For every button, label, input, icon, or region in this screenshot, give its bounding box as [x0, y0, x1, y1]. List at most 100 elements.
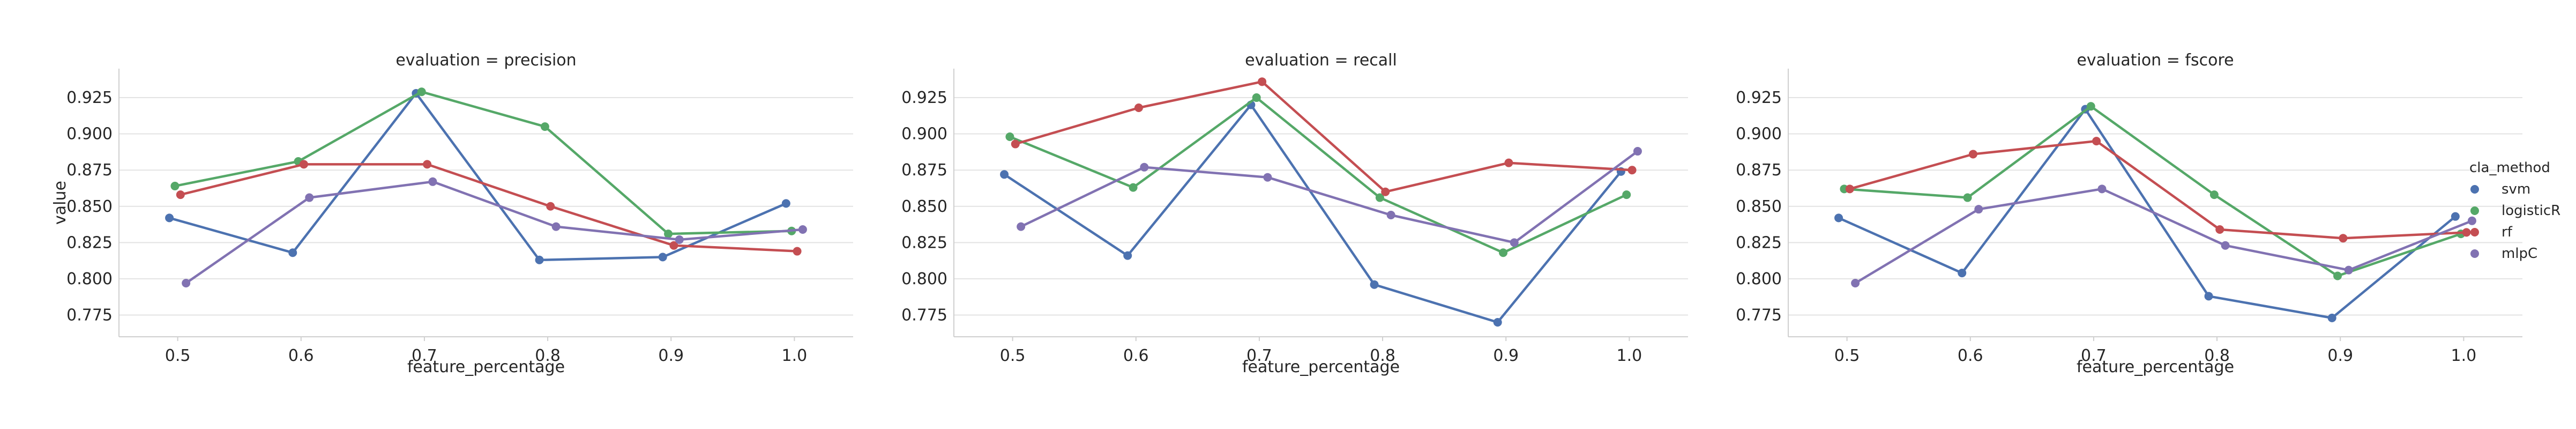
data-point-mlpC [305, 193, 314, 202]
series-line-svm [169, 92, 787, 262]
series-logisticR [1840, 102, 2466, 280]
data-point-logisticR [664, 230, 673, 239]
x-tick-label: 0.9 [1493, 346, 1519, 365]
x-tick-label: 0.7 [2081, 346, 2107, 365]
x-axis-label: feature_percentage [2077, 358, 2234, 376]
x-tick-label: 0.9 [658, 346, 684, 365]
data-point-mlpC [1263, 173, 1272, 182]
legend-marker [2470, 228, 2479, 236]
data-point-logisticR [1005, 132, 1014, 142]
x-tick-label: 0.5 [165, 346, 191, 365]
legend-label: svm [2502, 181, 2530, 197]
series-line-svm [1838, 108, 2456, 320]
panel-title: evaluation = precision [395, 51, 576, 70]
data-point-mlpC [2344, 265, 2353, 275]
legend-label: logisticR [2502, 203, 2560, 219]
legend-marker [2470, 206, 2479, 215]
data-point-svm [1123, 251, 1132, 260]
data-point-mlpC [182, 279, 191, 287]
data-point-rf [1381, 187, 1390, 196]
data-point-svm [781, 199, 790, 208]
series-line-mlpC [1854, 188, 2473, 284]
data-point-mlpC [428, 177, 437, 186]
legend-title: cla_method [2469, 160, 2550, 176]
series-line-logisticR [174, 90, 792, 235]
x-tick-label: 0.9 [2327, 346, 2353, 365]
data-point-mlpC [2097, 184, 2107, 194]
series-line-rf [1015, 80, 1632, 193]
data-point-logisticR [1622, 190, 1631, 199]
data-point-rf [2462, 228, 2471, 237]
series-line-logisticR [1009, 96, 1627, 254]
data-point-rf [1504, 158, 1513, 167]
y-tick-label: 0.825 [901, 233, 947, 252]
y-tick-label: 0.825 [1736, 233, 1782, 252]
x-tick-label: 1.0 [1617, 346, 1642, 365]
y-tick-label: 0.875 [901, 161, 947, 180]
y-tick-label: 0.925 [901, 88, 947, 107]
panel-title: evaluation = fscore [2077, 51, 2234, 70]
legend-item-mlpC: mlpC [2470, 246, 2537, 262]
y-tick-label: 0.900 [901, 125, 947, 144]
y-tick-label: 0.800 [1736, 270, 1782, 289]
data-point-mlpC [1633, 147, 1642, 156]
x-tick-label: 1.0 [2451, 346, 2477, 365]
series-line-rf [180, 163, 797, 253]
series-mlpC [1017, 147, 1642, 247]
series-logisticR [1005, 93, 1631, 257]
data-point-svm [288, 248, 297, 257]
data-point-rf [2092, 137, 2101, 146]
series-mlpC [182, 177, 807, 287]
x-axis-label: feature_percentage [1242, 358, 1400, 376]
series-svm [1834, 105, 2460, 322]
data-point-mlpC [1510, 238, 1519, 247]
x-tick-label: 0.8 [535, 346, 561, 365]
legend-marker [2470, 185, 2479, 194]
data-point-logisticR [1375, 193, 1384, 202]
data-point-mlpC [1386, 210, 1395, 219]
data-point-rf [1258, 77, 1267, 86]
x-tick-label: 0.7 [1246, 346, 1272, 365]
series-rf [1011, 77, 1637, 196]
data-point-mlpC [1974, 205, 1983, 214]
x-tick-label: 0.8 [2204, 346, 2230, 365]
y-tick-label: 0.900 [1736, 125, 1782, 144]
data-point-rf [1011, 139, 1020, 149]
series-logisticR [170, 87, 796, 239]
x-tick-label: 0.5 [1000, 346, 1026, 365]
chart-panel-fscore: 0.775 0.800 0.825 0.850 0.875 0.900 0.925 0.5 0.… [1736, 51, 2522, 376]
data-point-svm [1370, 280, 1379, 289]
x-tick-label: 0.7 [412, 346, 437, 365]
y-tick-label: 0.850 [901, 197, 947, 216]
y-tick-label: 0.925 [1736, 88, 1782, 107]
series-mlpC [1851, 184, 2476, 287]
data-point-mlpC [551, 222, 561, 231]
data-point-rf [669, 241, 678, 250]
y-tick-label: 0.850 [1736, 197, 1782, 216]
data-point-rf [176, 190, 185, 199]
data-point-svm [2327, 313, 2336, 322]
legend-label: mlpC [2502, 246, 2537, 262]
series-line-mlpC [1020, 150, 1639, 244]
data-point-rf [793, 247, 802, 256]
y-tick-label: 0.875 [1736, 161, 1782, 180]
series-line-svm [1003, 103, 1622, 324]
data-point-svm [658, 253, 667, 262]
legend-label: rf [2502, 224, 2513, 240]
legend-marker [2470, 249, 2479, 258]
data-point-rf [423, 160, 432, 169]
y-tick-label: 0.775 [66, 306, 113, 324]
x-tick-label: 0.8 [1370, 346, 1395, 365]
x-tick-label: 0.6 [288, 346, 314, 365]
x-tick-label: 1.0 [782, 346, 808, 365]
data-point-logisticR [1129, 183, 1138, 192]
data-point-rf [2339, 234, 2348, 243]
data-point-rf [299, 160, 308, 169]
y-tick-label: 0.850 [66, 197, 113, 216]
x-axis-label: feature_percentage [407, 358, 565, 376]
series-line-logisticR [1844, 105, 2461, 277]
data-point-rf [1968, 150, 1977, 159]
data-point-logisticR [540, 122, 549, 131]
